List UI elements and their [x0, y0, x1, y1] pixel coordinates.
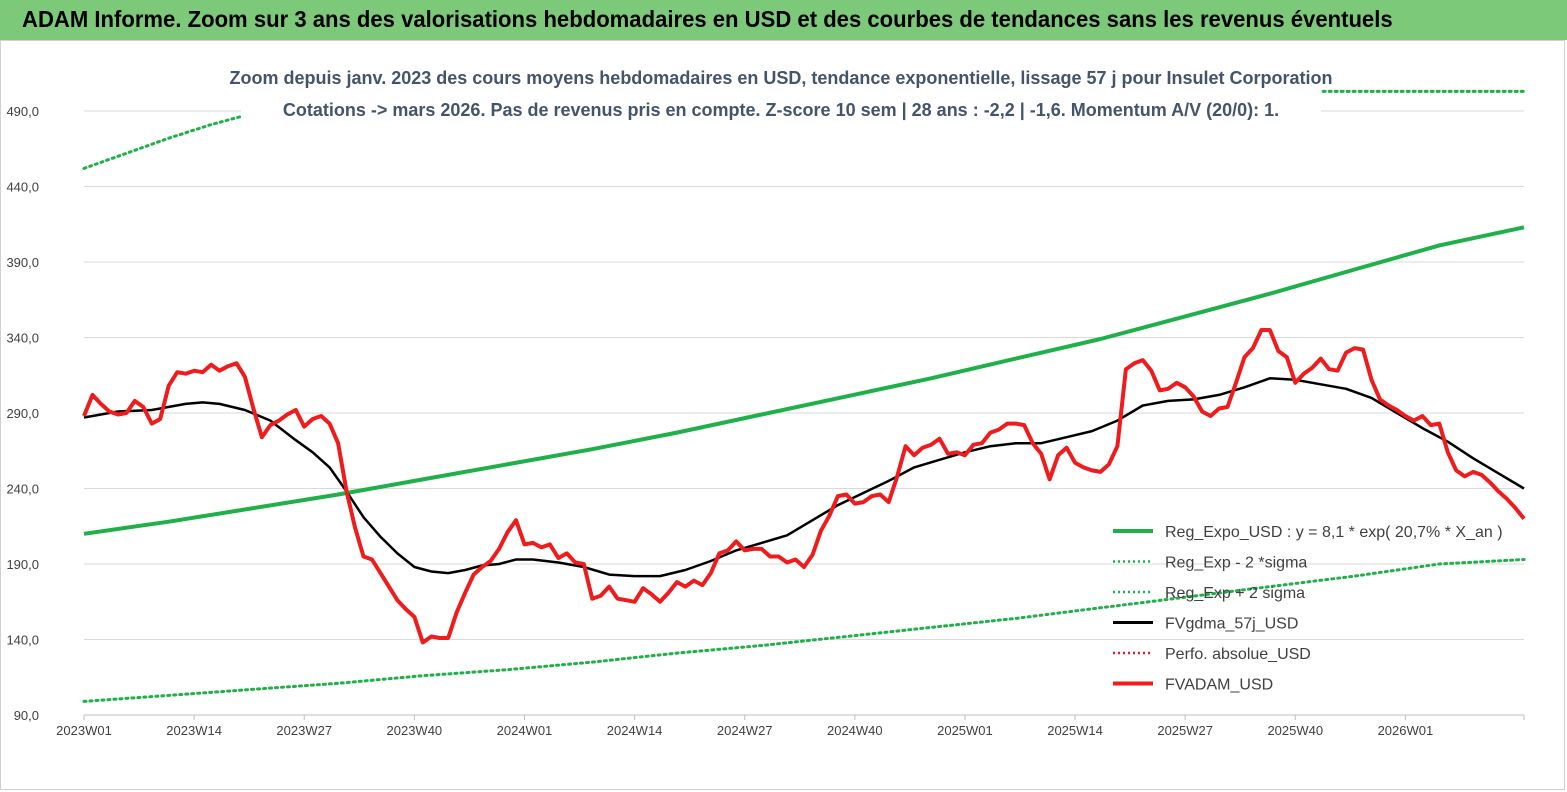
series-line-5: [82, 328, 1526, 645]
y-tick-label: 290,0: [6, 406, 39, 421]
x-tick-label: 2025W14: [1047, 723, 1103, 738]
x-tick-label: 2025W27: [1157, 723, 1213, 738]
legend-label-0: Reg_Expo_USD : y = 8,1 * exp( 20,7% * X_…: [1165, 524, 1503, 541]
y-tick-label: 140,0: [6, 633, 39, 648]
x-tick-label: 2023W14: [166, 723, 222, 738]
legend-label-5: FVADAM_USD: [1165, 677, 1273, 694]
series-line-2: [82, 89, 1526, 170]
y-tick-label: 90,0: [14, 708, 39, 723]
y-tick-label: 440,0: [6, 180, 39, 195]
chart-title: Zoom depuis janv. 2023 des cours moyens …: [230, 68, 1333, 88]
legend-label-3: FVgdma_57j_USD: [1165, 616, 1298, 633]
series-line-0: [83, 225, 1525, 536]
x-tick-label: 2025W01: [937, 723, 993, 738]
y-tick-label: 340,0: [6, 331, 39, 346]
y-tick-label: 240,0: [6, 482, 39, 497]
report-banner: ADAM Informe. Zoom sur 3 ans des valoris…: [0, 0, 1567, 40]
legend-label-4: Perfo. absolue_USD: [1165, 646, 1311, 663]
x-tick-label: 2024W27: [717, 723, 773, 738]
x-tick-label: 2023W40: [387, 723, 443, 738]
x-tick-label: 2023W27: [276, 723, 332, 738]
y-tick-label: 490,0: [6, 104, 39, 119]
series-line-3: [83, 377, 1525, 578]
x-tick-label: 2023W01: [56, 723, 112, 738]
y-tick-label: 190,0: [6, 557, 39, 572]
series-line-1: [82, 558, 1526, 703]
x-tick-label: 2024W01: [497, 723, 553, 738]
chart-svg: 90,0 140,0 190,0 240,0 290,0 340,0 390,0 440,0 4…: [6, 63, 1526, 738]
legend-label-1: Reg_Exp - 2 *sigma: [1165, 555, 1307, 572]
x-axis-ticks: 2023W01 2023W14 2023W27 2023W40 2024W01 2024W…: [56, 715, 1525, 738]
legend-label-2: Reg_Exp + 2 sigma: [1165, 585, 1305, 602]
chart-frame: 90,0 140,0 190,0 240,0 290,0 340,0 390,0 440,0 4…: [0, 40, 1565, 790]
x-tick-label: 2024W14: [607, 723, 663, 738]
series-lines: [82, 89, 1526, 703]
x-tick-label: 2024W40: [827, 723, 883, 738]
chart-subtitle: Cotations -> mars 2026. Pas de revenus p…: [283, 100, 1279, 120]
report-title: ADAM Informe. Zoom sur 3 ans des valoris…: [22, 6, 1393, 32]
title-backdrop: [241, 63, 1321, 131]
x-tick-label: 2026W01: [1378, 723, 1434, 738]
y-axis-ticks: 90,0 140,0 190,0 240,0 290,0 340,0 390,0 440,0 4…: [6, 104, 39, 723]
y-tick-label: 390,0: [6, 255, 39, 270]
x-tick-label: 2025W40: [1267, 723, 1323, 738]
legend: Reg_Expo_USD : y = 8,1 * exp( 20,7% * X_…: [1113, 524, 1503, 694]
gridlines: [84, 110, 1524, 716]
